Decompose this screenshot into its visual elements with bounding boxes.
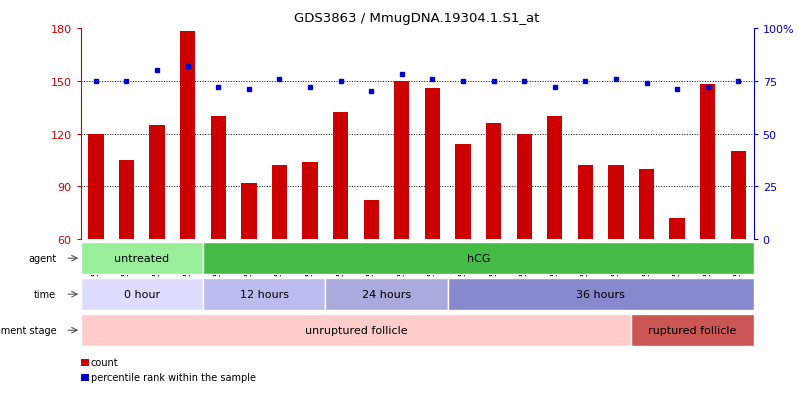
- Bar: [326, 278, 447, 311]
- Text: development stage: development stage: [0, 325, 56, 335]
- Text: 12 hours: 12 hours: [239, 290, 289, 299]
- Text: hCG: hCG: [467, 254, 490, 263]
- Bar: [81, 242, 203, 275]
- Bar: [700, 85, 716, 240]
- Bar: [149, 126, 164, 240]
- Text: count: count: [91, 358, 118, 368]
- Bar: [609, 166, 624, 240]
- Text: percentile rank within the sample: percentile rank within the sample: [91, 373, 256, 382]
- Bar: [203, 278, 326, 311]
- Text: agent: agent: [28, 254, 56, 263]
- Bar: [447, 278, 754, 311]
- Bar: [455, 145, 471, 240]
- Text: unruptured follicle: unruptured follicle: [305, 325, 407, 335]
- Bar: [731, 152, 746, 240]
- Bar: [631, 314, 754, 347]
- Bar: [425, 89, 440, 240]
- Bar: [639, 169, 654, 240]
- Bar: [333, 113, 348, 240]
- Bar: [578, 166, 593, 240]
- Bar: [486, 124, 501, 240]
- Text: ruptured follicle: ruptured follicle: [648, 325, 737, 335]
- Bar: [88, 134, 103, 240]
- Bar: [203, 242, 754, 275]
- Bar: [81, 278, 203, 311]
- Bar: [210, 116, 226, 240]
- Bar: [547, 116, 563, 240]
- Text: 24 hours: 24 hours: [362, 290, 411, 299]
- Bar: [670, 218, 685, 240]
- Text: 0 hour: 0 hour: [123, 290, 160, 299]
- Bar: [241, 183, 256, 240]
- Bar: [272, 166, 287, 240]
- Text: 36 hours: 36 hours: [576, 290, 625, 299]
- Bar: [364, 201, 379, 240]
- Bar: [180, 33, 195, 240]
- Bar: [81, 314, 631, 347]
- Bar: [302, 162, 318, 240]
- Bar: [394, 82, 409, 240]
- Text: time: time: [34, 290, 56, 299]
- Bar: [517, 134, 532, 240]
- Bar: [118, 161, 134, 240]
- Title: GDS3863 / MmugDNA.19304.1.S1_at: GDS3863 / MmugDNA.19304.1.S1_at: [294, 12, 540, 25]
- Text: untreated: untreated: [114, 254, 169, 263]
